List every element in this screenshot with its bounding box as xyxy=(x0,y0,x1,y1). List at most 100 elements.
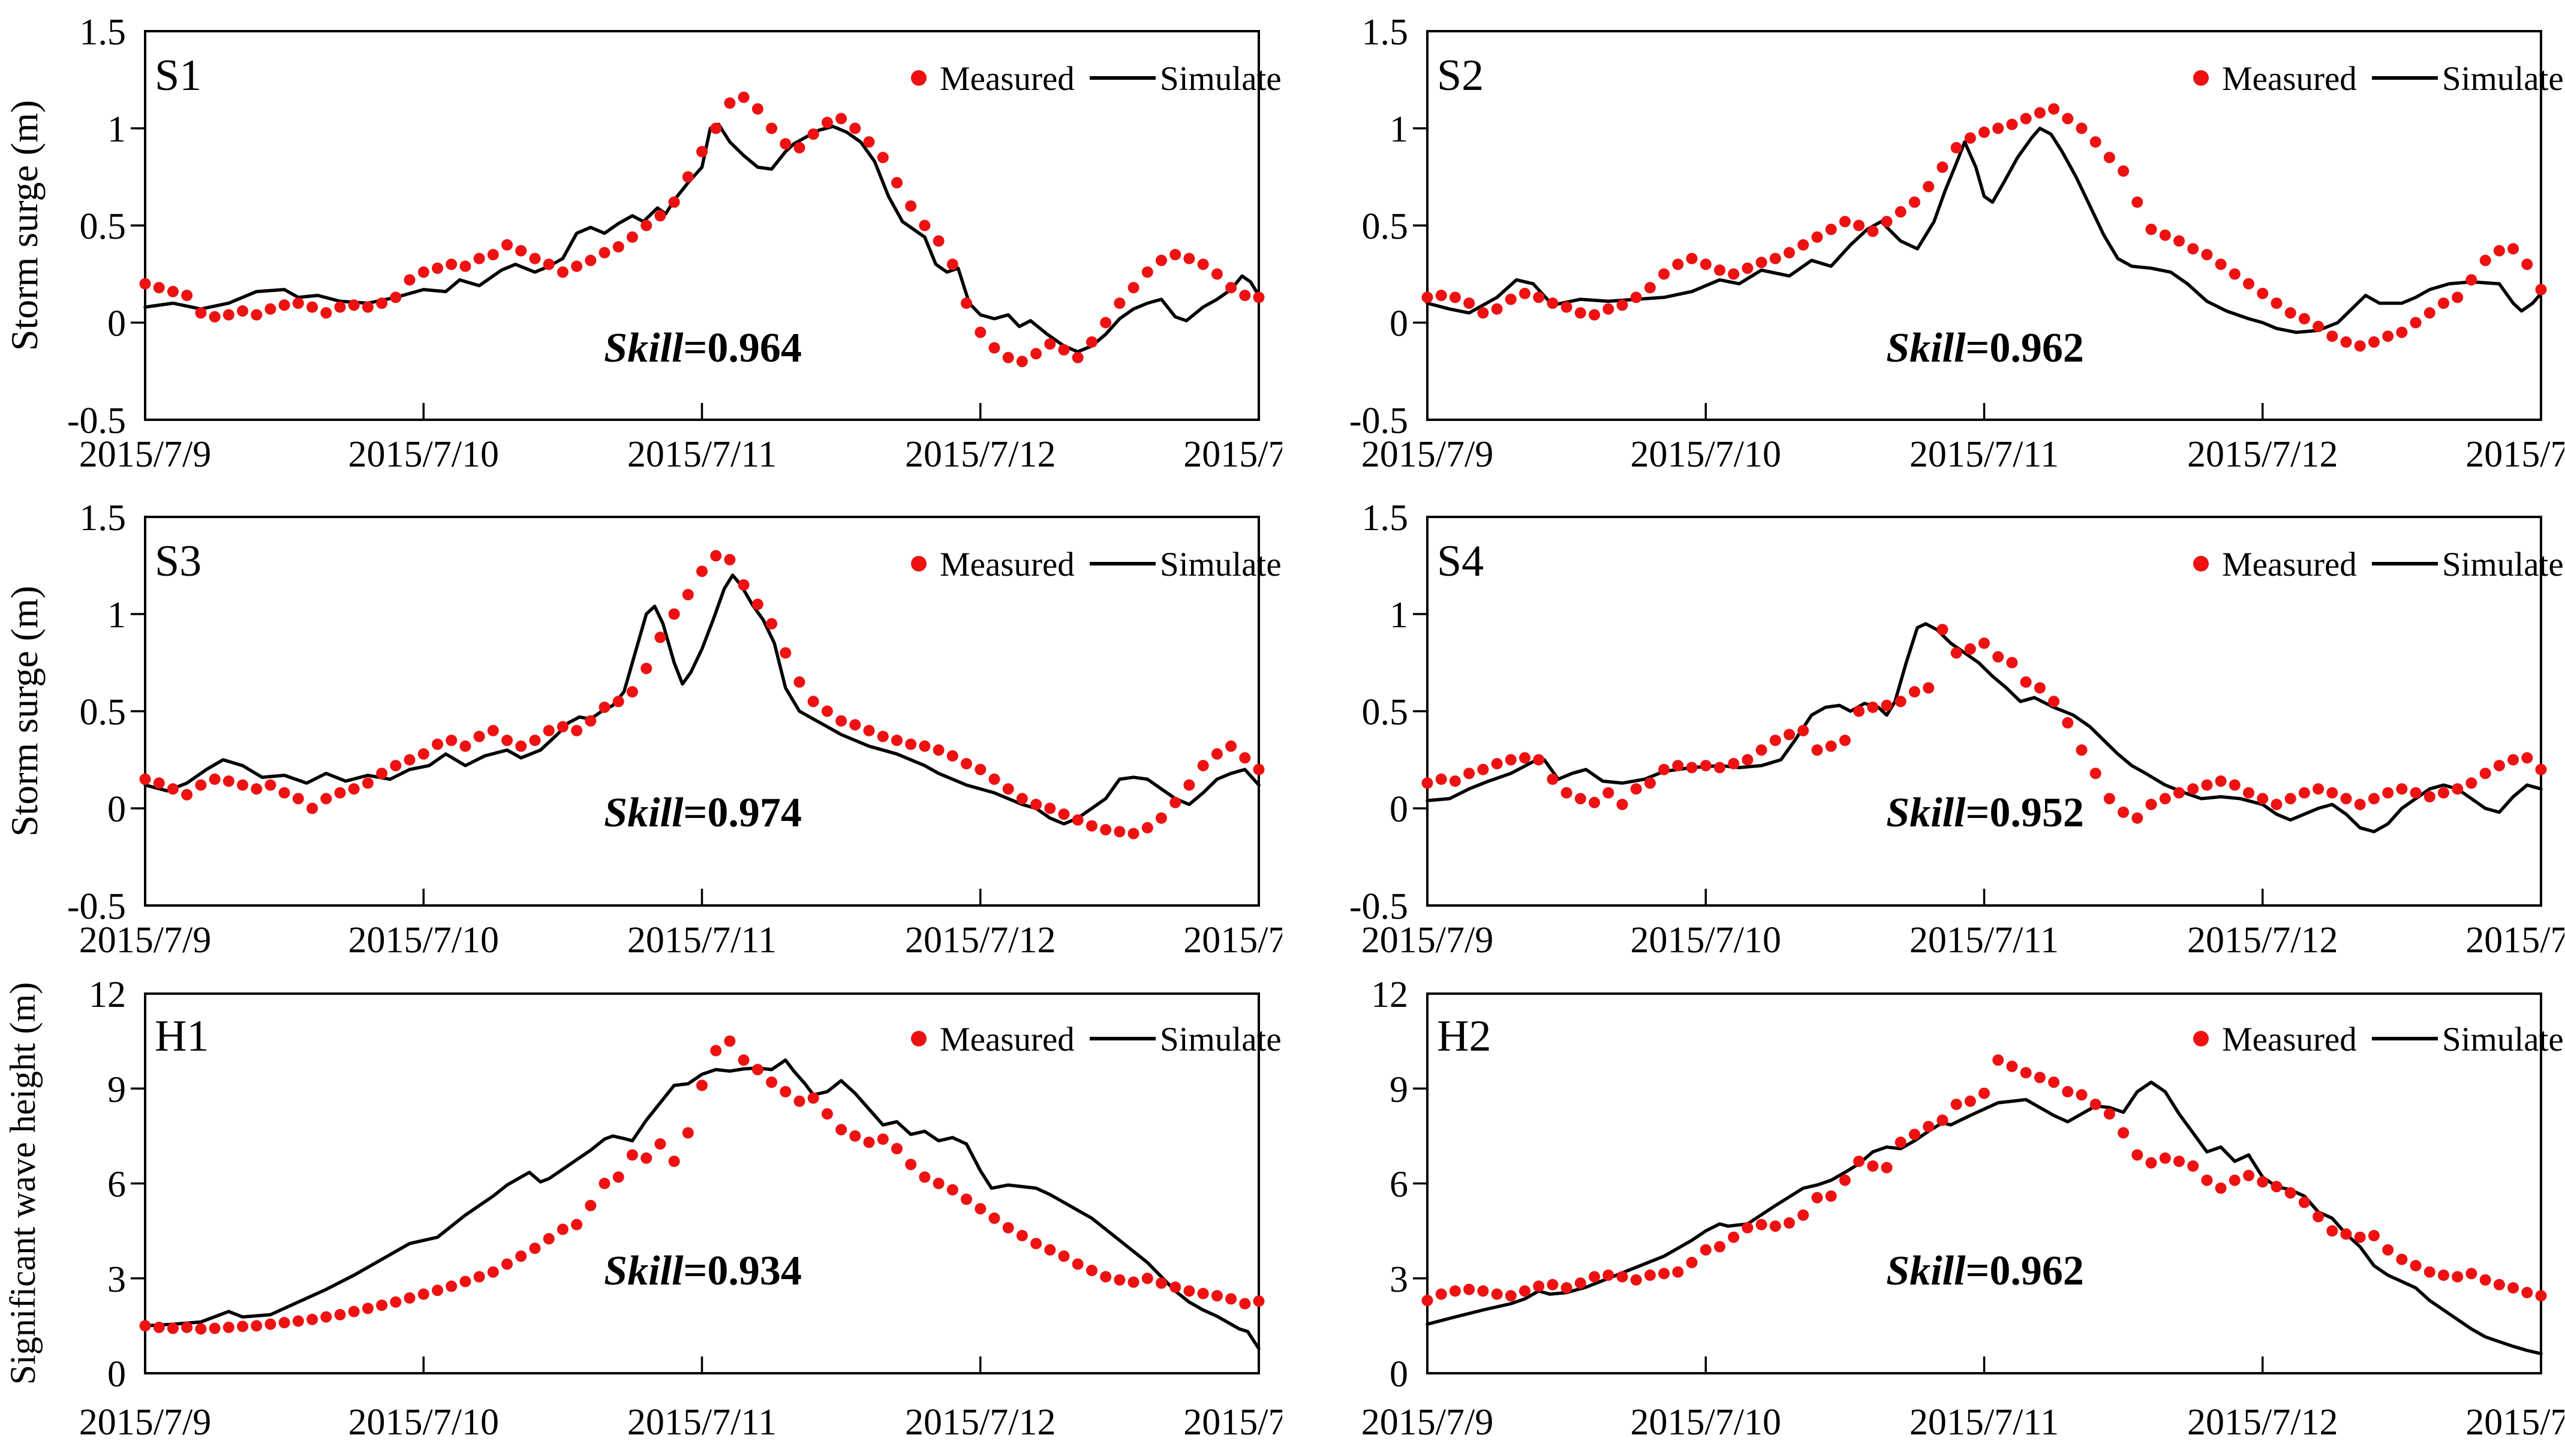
measured-dot xyxy=(1197,1287,1209,1299)
measured-dot xyxy=(933,1178,945,1189)
measured-dot xyxy=(682,1127,694,1139)
x-tick-label: 2015/7/13 xyxy=(1183,434,1282,475)
measured-dot xyxy=(1797,1209,1809,1221)
measured-dot xyxy=(1686,1256,1698,1268)
measured-dot xyxy=(1672,1266,1684,1278)
plot-border xyxy=(1426,992,2542,1374)
measured-dot xyxy=(2173,235,2185,247)
measured-dot xyxy=(1058,808,1070,820)
measured-dot xyxy=(1811,231,1823,243)
legend-simulated-label: Simulated xyxy=(2442,1021,2564,1058)
measured-dot xyxy=(2479,768,2491,780)
measured-dot xyxy=(1156,812,1167,824)
measured-dot xyxy=(320,1311,332,1323)
measured-dot xyxy=(334,301,346,313)
measured-dot xyxy=(2354,799,2366,810)
measured-dot xyxy=(251,783,263,795)
measured-dot xyxy=(1435,1288,1447,1300)
measured-dot xyxy=(181,290,193,302)
measured-dot xyxy=(1964,132,1976,144)
measured-dot xyxy=(529,1243,541,1255)
measured-dot xyxy=(1936,1114,1948,1126)
measured-dot xyxy=(222,309,234,321)
measured-dot xyxy=(2313,1211,2325,1223)
measured-dot xyxy=(835,113,847,125)
measured-dot xyxy=(2159,1152,2171,1164)
measured-dot xyxy=(1560,787,1572,799)
legend-measured-label: Measured xyxy=(2222,1021,2357,1058)
measured-dot xyxy=(2340,336,2352,348)
panel-h1: 2015/7/9 2015/7/10 2015/7/11 2015/7/12 2015/… xyxy=(3,974,1282,1443)
measured-dot xyxy=(2187,243,2199,255)
measured-dot xyxy=(1058,344,1070,356)
panel-tag: S3 xyxy=(155,537,202,586)
measured-dot xyxy=(2423,791,2435,803)
legend-measured-dot xyxy=(911,1031,927,1046)
x-tick-label: 2015/7/10 xyxy=(1631,920,1781,961)
measured-dot xyxy=(2062,717,2074,729)
measured-dot xyxy=(320,793,332,805)
measured-dot xyxy=(780,138,792,150)
measured-dot xyxy=(1797,239,1809,251)
measured-dot xyxy=(2368,793,2380,805)
measured-dot xyxy=(2118,165,2130,177)
measured-dot xyxy=(612,1171,624,1183)
legend: Measured Simulated xyxy=(911,1021,1282,1058)
legend: Measured Simulated xyxy=(911,60,1282,98)
measured-dot xyxy=(738,91,750,103)
measured-dot xyxy=(2382,330,2394,342)
measured-dot xyxy=(1086,820,1097,832)
measured-dot xyxy=(919,1171,931,1183)
y-tick-label: 9 xyxy=(1390,1069,1408,1110)
measured-dot xyxy=(2076,744,2088,756)
measured-dot xyxy=(1630,783,1642,795)
legend-simulated-label: Simulated xyxy=(2442,60,2564,98)
measured-dot xyxy=(515,740,527,752)
measured-dot xyxy=(585,254,597,266)
measured-dot xyxy=(1574,793,1586,805)
measured-dot xyxy=(1978,127,1990,138)
measured-dot xyxy=(153,282,165,294)
measured-dot xyxy=(1169,1281,1181,1293)
measured-points xyxy=(1421,103,2547,352)
measured-dot xyxy=(1519,287,1530,299)
panel-h2: 2015/7/9 2015/7/10 2015/7/11 2015/7/12 2015/… xyxy=(1361,974,2564,1443)
measured-dot xyxy=(2340,793,2352,805)
measured-dot xyxy=(988,1213,1000,1224)
measured-dot xyxy=(682,589,694,601)
measured-dot xyxy=(1449,1285,1461,1297)
measured-dot xyxy=(2062,1086,2074,1097)
measured-dot xyxy=(626,1149,638,1161)
measured-dot xyxy=(641,663,652,675)
measured-dot xyxy=(1016,793,1028,805)
y-axis-title: Significant wave height (m) xyxy=(3,982,43,1385)
legend-measured-dot xyxy=(911,556,927,571)
skill-annotation: Skill=0.964 xyxy=(604,325,802,371)
measured-dot xyxy=(1127,1276,1139,1288)
measured-dot xyxy=(2535,284,2547,296)
y-tick-label: 0.5 xyxy=(1362,206,1409,247)
measured-dot xyxy=(1797,724,1809,736)
measured-dot xyxy=(2452,783,2464,795)
x-tick-label: 2015/7/12 xyxy=(2187,920,2338,961)
measured-dot xyxy=(1672,760,1684,772)
measured-dot xyxy=(1616,1271,1628,1283)
x-tick-label: 2015/7/9 xyxy=(1361,434,1493,475)
measured-dot xyxy=(237,305,248,317)
measured-dot xyxy=(2159,793,2171,805)
measured-dot xyxy=(417,266,429,278)
x-tick-label: 2015/7/13 xyxy=(1183,1402,1282,1443)
measured-dot xyxy=(1183,252,1195,264)
measured-dot xyxy=(2229,779,2241,791)
measured-dot xyxy=(1169,249,1181,261)
measured-dot xyxy=(1547,297,1559,309)
measured-dot xyxy=(1449,775,1461,787)
y-tick-label: 0.5 xyxy=(80,692,127,733)
measured-dot xyxy=(487,1266,499,1278)
measured-dot xyxy=(2076,1089,2088,1101)
measured-dot xyxy=(209,311,221,323)
measured-dot xyxy=(2271,1181,2283,1193)
measured-dot xyxy=(1421,777,1433,789)
measured-dot xyxy=(1463,1283,1475,1295)
measured-dot xyxy=(2382,787,2394,799)
